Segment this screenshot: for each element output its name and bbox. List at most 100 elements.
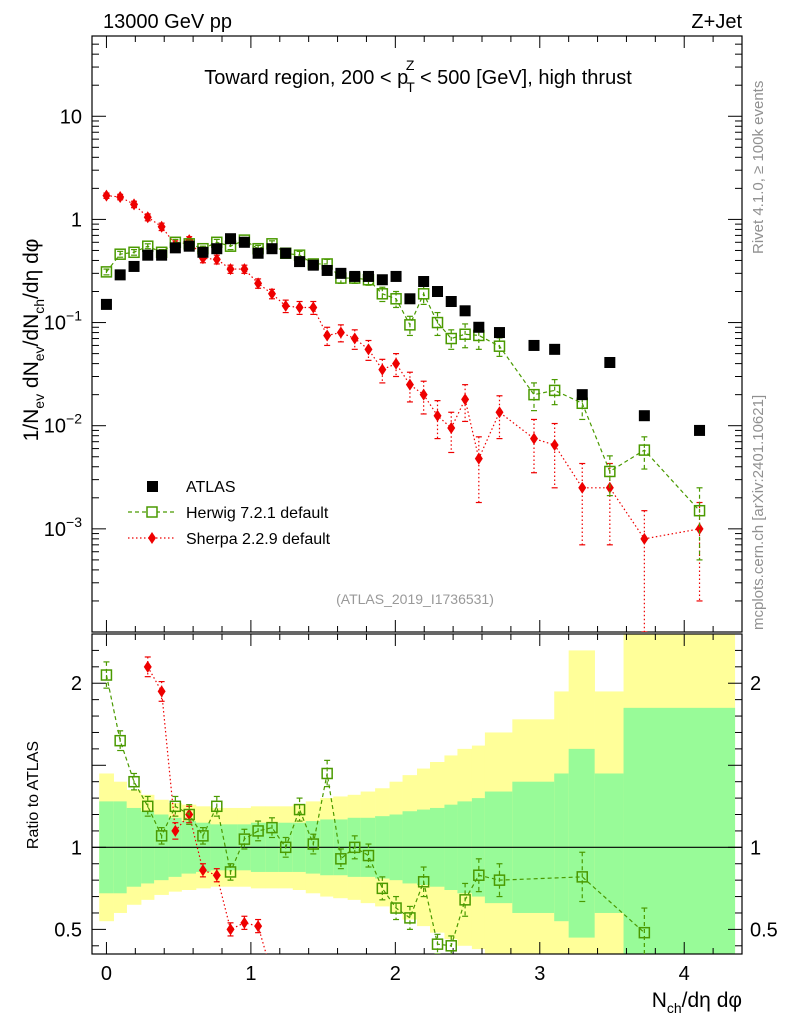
data-point xyxy=(405,378,414,391)
data-point xyxy=(445,332,457,345)
series-line xyxy=(147,666,267,954)
data-point xyxy=(212,253,221,266)
data-point xyxy=(252,247,264,259)
rivet-label: Rivet 4.1.0, ≥ 100k events xyxy=(750,81,767,254)
data-point xyxy=(493,327,505,339)
data-point xyxy=(238,236,250,248)
data-point xyxy=(169,800,182,813)
chart-title: Toward region, 200 < pTZ < 500 [GeV], hi… xyxy=(204,57,632,95)
x-tick-label: 0 xyxy=(101,963,112,985)
y-tick-label-right: 0.5 xyxy=(750,919,778,941)
data-point xyxy=(390,902,402,914)
data-point xyxy=(390,270,402,282)
legend-marker-herwig xyxy=(146,506,158,518)
ratio-frame xyxy=(91,633,743,955)
data-point xyxy=(528,388,540,401)
data-point xyxy=(211,243,223,255)
data-point xyxy=(100,298,112,310)
data-point xyxy=(321,767,333,780)
main-frame xyxy=(91,35,743,633)
data-point xyxy=(143,211,152,224)
data-point xyxy=(114,248,126,260)
data-point xyxy=(171,824,180,837)
data-point xyxy=(390,293,402,305)
data-point xyxy=(447,422,456,435)
data-point xyxy=(114,269,126,281)
data-point xyxy=(404,912,416,924)
data-point xyxy=(198,864,207,877)
data-point xyxy=(376,882,389,895)
data-point xyxy=(238,833,251,845)
data-point xyxy=(336,326,345,339)
legend: ATLAS Herwig 7.2.1 default Sherpa 2.2.9 … xyxy=(128,479,331,548)
data-point xyxy=(307,838,320,850)
data-point xyxy=(549,343,561,355)
data-point xyxy=(335,853,347,865)
main-data xyxy=(100,189,706,632)
title-part-after: < 500 [GeV], high thrust xyxy=(414,67,632,89)
data-point xyxy=(350,332,359,345)
x-tick-label: 3 xyxy=(534,963,545,985)
data-point xyxy=(211,800,223,813)
data-point xyxy=(528,339,540,351)
legend-label-herwig: Herwig 7.2.1 default xyxy=(186,505,329,522)
data-point xyxy=(143,660,152,673)
title-part-sub: T xyxy=(406,79,415,95)
data-point xyxy=(279,841,292,854)
data-point xyxy=(266,243,278,255)
data-point xyxy=(604,356,616,368)
data-point xyxy=(404,319,416,331)
data-point xyxy=(548,384,561,397)
data-point xyxy=(281,299,290,312)
data-point xyxy=(349,270,361,282)
data-point xyxy=(252,825,264,837)
y-tick-exponent: −1 xyxy=(66,308,82,324)
data-point xyxy=(431,316,444,329)
data-point xyxy=(461,393,470,406)
data-point xyxy=(432,286,444,298)
data-point xyxy=(254,920,263,933)
x-tick-label: 1 xyxy=(245,963,256,985)
data-point xyxy=(550,439,559,452)
data-point xyxy=(473,869,485,881)
ratio-bands xyxy=(99,634,736,954)
data-point xyxy=(604,465,616,478)
data-point xyxy=(293,803,306,816)
data-point xyxy=(226,263,235,276)
legend-label-sherpa: Sherpa 2.2.9 default xyxy=(186,531,331,548)
data-point xyxy=(418,276,430,288)
data-point xyxy=(335,267,347,279)
data-point xyxy=(640,532,649,545)
data-point xyxy=(445,940,457,952)
data-point xyxy=(157,220,166,233)
ratio-band-inner xyxy=(594,773,624,913)
data-point xyxy=(183,240,195,252)
title-part-before: Toward region, 200 < p xyxy=(204,67,408,89)
ratio-data xyxy=(100,656,651,954)
data-point xyxy=(309,301,318,314)
series-line xyxy=(105,239,700,512)
main-y-axis-label: 1/Nev dNev/dNch/dη dφ xyxy=(20,239,47,442)
data-point xyxy=(576,389,588,401)
mcplots-label: mcplots.cern.ch [arXiv:2401.10621] xyxy=(750,395,767,630)
data-point xyxy=(578,481,587,494)
y-tick-label-right: 2 xyxy=(750,673,761,695)
data-point xyxy=(638,444,651,456)
data-point xyxy=(100,266,113,278)
data-point xyxy=(100,669,113,681)
y-tick-exponent: −3 xyxy=(66,514,82,530)
data-point xyxy=(225,233,237,245)
data-point xyxy=(114,734,126,747)
data-point xyxy=(694,424,706,436)
data-point xyxy=(638,926,651,939)
main-axis-ticks: 10−3 10−2 10−1 1 10 xyxy=(44,35,743,633)
data-point xyxy=(321,264,333,276)
data-point xyxy=(419,388,428,401)
data-point xyxy=(376,288,389,300)
data-point xyxy=(130,198,139,211)
data-point xyxy=(378,363,387,376)
data-point xyxy=(473,321,485,333)
ratio-band-inner xyxy=(623,707,665,954)
header-left: 13000 GeV pp xyxy=(103,11,232,33)
